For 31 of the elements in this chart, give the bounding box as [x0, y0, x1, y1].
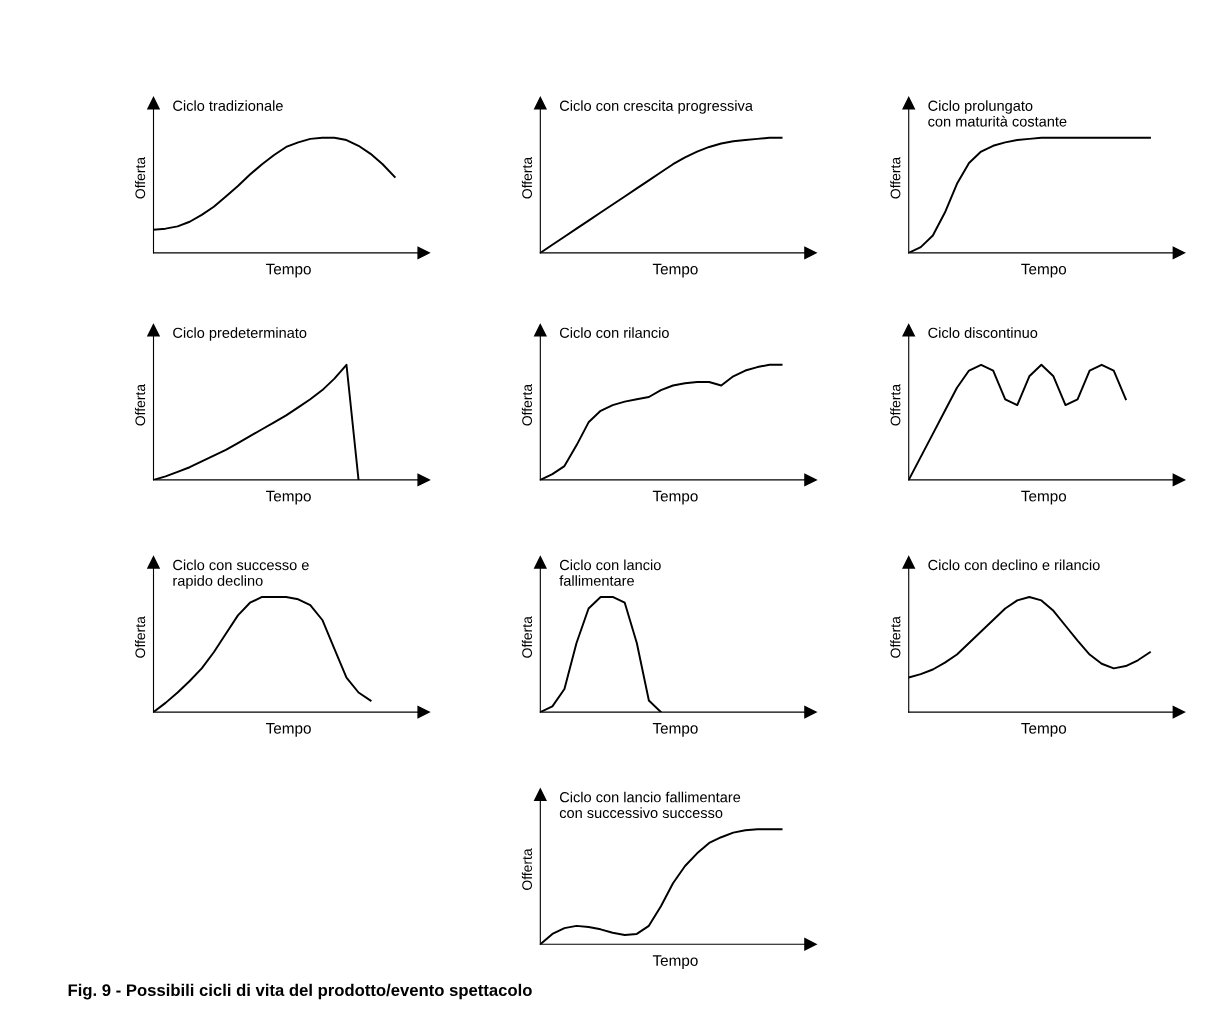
x-axis-title: Tempo — [266, 263, 311, 278]
chart-title: Ciclo predeterminato — [173, 327, 307, 341]
chart-title: Ciclo con lancio fallimentare con successivo successo — [559, 791, 741, 819]
x-axis-title: Tempo — [652, 490, 698, 505]
chart-title: Ciclo con crescita progressiva — [559, 100, 753, 114]
y-axis-title: Offerta — [890, 156, 901, 199]
x-axis-title: Tempo — [652, 723, 698, 737]
y-axis-title: Offerta — [890, 383, 901, 426]
x-axis-title: Tempo — [1021, 490, 1067, 505]
y-axis-title: Offerta — [890, 616, 901, 658]
x-axis-title: Tempo — [266, 723, 311, 737]
caption: Fig. 9 - Possibili cicli di vita del prodotto/evento spettacolo — [68, 983, 532, 1000]
y-axis-title: Offerta — [521, 616, 533, 658]
chart-title: Ciclo tradizionale — [173, 100, 283, 111]
chart-title: Ciclo con successo e rapido declino — [173, 559, 309, 589]
x-axis-title: Tempo — [652, 263, 698, 278]
chart-title: Ciclo con rilancio — [559, 327, 669, 338]
y-axis-title: Offerta — [521, 383, 533, 426]
chart-title: Ciclo discontinuo — [928, 327, 1038, 338]
y-axis-title: Offerta — [135, 383, 146, 426]
chart-title: Ciclo prolungato con maturità costante — [928, 100, 1067, 127]
chart-title: Ciclo con lancio fallimentare — [559, 559, 661, 586]
y-axis-title: Offerta — [135, 616, 146, 658]
chart-title: Ciclo con declino e rilancio — [928, 559, 1100, 571]
x-axis-title: Tempo — [1021, 263, 1067, 278]
y-axis-title: Offerta — [135, 156, 146, 199]
x-axis-title: Tempo — [1021, 723, 1067, 737]
y-axis-title: Offerta — [521, 156, 533, 199]
y-axis-title: Offerta — [521, 848, 533, 890]
x-axis-title: Tempo — [652, 955, 698, 969]
x-axis-title: Tempo — [266, 490, 311, 505]
